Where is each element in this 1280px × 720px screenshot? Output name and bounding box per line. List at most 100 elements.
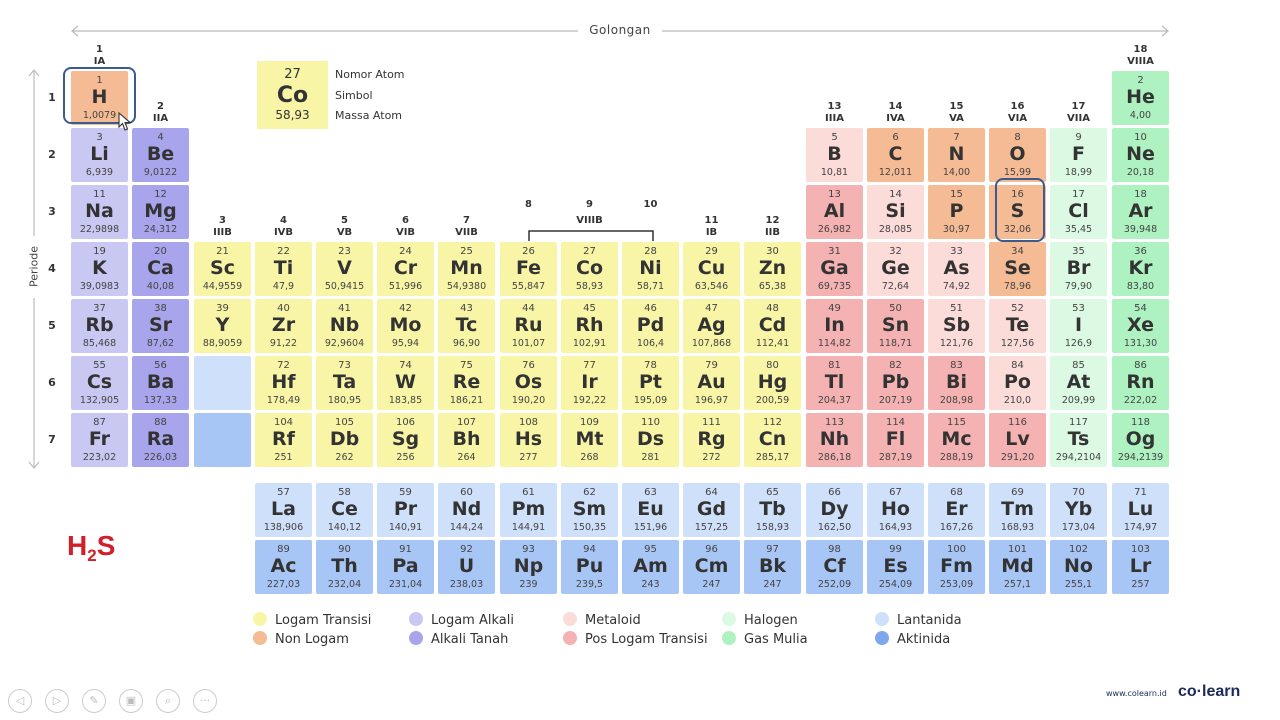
element-cell-os[interactable]: 76 Os 190,20 <box>500 356 557 410</box>
element-cell-rg[interactable]: 111 Rg 272 <box>683 413 740 467</box>
element-cell-sb[interactable]: 51 Sb 121,76 <box>928 299 985 353</box>
element-cell-cm[interactable]: 96 Cm 247 <box>683 540 740 594</box>
element-cell-mt[interactable]: 109 Mt 268 <box>561 413 618 467</box>
prev-icon[interactable]: ◁ <box>8 689 32 713</box>
element-cell-ir[interactable]: 77 Ir 192,22 <box>561 356 618 410</box>
element-cell-pm[interactable]: 61 Pm 144,91 <box>500 483 557 537</box>
more-icon[interactable]: ··· <box>193 689 217 713</box>
element-cell-o[interactable]: 8 O 15,99 <box>989 128 1046 182</box>
element-cell-mc[interactable]: 115 Mc 288,19 <box>928 413 985 467</box>
element-cell-in[interactable]: 49 In 114,82 <box>806 299 863 353</box>
element-cell-tc[interactable]: 43 Tc 96,90 <box>438 299 495 353</box>
element-cell-hs[interactable]: 108 Hs 277 <box>500 413 557 467</box>
element-cell-bh[interactable]: 107 Bh 264 <box>438 413 495 467</box>
element-cell-at[interactable]: 85 At 209,99 <box>1050 356 1107 410</box>
element-cell-s[interactable]: 16 S 32,06 <box>989 185 1046 239</box>
element-cell-bi[interactable]: 83 Bi 208,98 <box>928 356 985 410</box>
element-cell-u[interactable]: 92 U 238,03 <box>438 540 495 594</box>
element-cell-na[interactable]: 11 Na 22,9898 <box>71 185 128 239</box>
element-cell-nh[interactable]: 113 Nh 286,18 <box>806 413 863 467</box>
element-cell-zr[interactable]: 40 Zr 91,22 <box>255 299 312 353</box>
element-cell-fr[interactable]: 87 Fr 223,02 <box>71 413 128 467</box>
element-cell-cn[interactable]: 112 Cn 285,17 <box>744 413 801 467</box>
element-cell-co[interactable]: 27 Co 58,93 <box>561 242 618 296</box>
element-cell-md[interactable]: 101 Md 257,1 <box>989 540 1046 594</box>
element-cell-cr[interactable]: 24 Cr 51,996 <box>377 242 434 296</box>
element-cell-fl[interactable]: 114 Fl 287,19 <box>867 413 924 467</box>
footer-url[interactable]: www.colearn.id <box>1106 689 1167 698</box>
element-cell-fm[interactable]: 100 Fm 253,09 <box>928 540 985 594</box>
element-cell-xe[interactable]: 54 Xe 131,30 <box>1112 299 1169 353</box>
slides-icon[interactable]: ▣ <box>119 689 143 713</box>
element-cell-nb[interactable]: 41 Nb 92,9604 <box>316 299 373 353</box>
element-cell-si[interactable]: 14 Si 28,085 <box>867 185 924 239</box>
element-cell-lv[interactable]: 116 Lv 291,20 <box>989 413 1046 467</box>
element-cell-se[interactable]: 34 Se 78,96 <box>989 242 1046 296</box>
element-cell-lu[interactable]: 71 Lu 174,97 <box>1112 483 1169 537</box>
element-cell-p[interactable]: 15 P 30,97 <box>928 185 985 239</box>
element-cell-ar[interactable]: 18 Ar 39,948 <box>1112 185 1169 239</box>
element-cell-hg[interactable]: 80 Hg 200,59 <box>744 356 801 410</box>
element-cell-ta[interactable]: 73 Ta 180,95 <box>316 356 373 410</box>
element-cell-pb[interactable]: 82 Pb 207,19 <box>867 356 924 410</box>
element-cell-re[interactable]: 75 Re 186,21 <box>438 356 495 410</box>
element-cell-ce[interactable]: 58 Ce 140,12 <box>316 483 373 537</box>
element-cell-ru[interactable]: 44 Ru 101,07 <box>500 299 557 353</box>
element-cell-la[interactable]: 57 La 138,906 <box>255 483 312 537</box>
element-cell-as[interactable]: 33 As 74,92 <box>928 242 985 296</box>
element-cell-he[interactable]: 2 He 4,00 <box>1112 71 1169 125</box>
element-cell-er[interactable]: 68 Er 167,26 <box>928 483 985 537</box>
element-cell-dy[interactable]: 66 Dy 162,50 <box>806 483 863 537</box>
element-cell-yb[interactable]: 70 Yb 173,04 <box>1050 483 1107 537</box>
element-cell-c[interactable]: 6 C 12,011 <box>867 128 924 182</box>
element-cell-sn[interactable]: 50 Sn 118,71 <box>867 299 924 353</box>
zoom-icon[interactable]: ⌕ <box>156 689 180 713</box>
element-cell-cf[interactable]: 98 Cf 252,09 <box>806 540 863 594</box>
element-cell-nd[interactable]: 60 Nd 144,24 <box>438 483 495 537</box>
element-cell-th[interactable]: 90 Th 232,04 <box>316 540 373 594</box>
element-cell-po[interactable]: 84 Po 210,0 <box>989 356 1046 410</box>
element-cell-ra[interactable]: 88 Ra 226,03 <box>132 413 189 467</box>
element-cell-ti[interactable]: 22 Ti 47,9 <box>255 242 312 296</box>
element-cell-pr[interactable]: 59 Pr 140,91 <box>377 483 434 537</box>
element-cell-ts[interactable]: 117 Ts 294,2104 <box>1050 413 1107 467</box>
element-cell-sg[interactable]: 106 Sg 256 <box>377 413 434 467</box>
element-cell-f[interactable]: 9 F 18,99 <box>1050 128 1107 182</box>
element-cell-eu[interactable]: 63 Eu 151,96 <box>622 483 679 537</box>
element-cell-ds[interactable]: 110 Ds 281 <box>622 413 679 467</box>
element-cell-am[interactable]: 95 Am 243 <box>622 540 679 594</box>
element-cell-y[interactable]: 39 Y 88,9059 <box>194 299 251 353</box>
element-cell-bk[interactable]: 97 Bk 247 <box>744 540 801 594</box>
element-cell-ge[interactable]: 32 Ge 72,64 <box>867 242 924 296</box>
element-cell-np[interactable]: 93 Np 239 <box>500 540 557 594</box>
element-cell-be[interactable]: 4 Be 9,0122 <box>132 128 189 182</box>
element-cell-tb[interactable]: 65 Tb 158,93 <box>744 483 801 537</box>
element-cell-sc[interactable]: 21 Sc 44,9559 <box>194 242 251 296</box>
element-cell-og[interactable]: 118 Og 294,2139 <box>1112 413 1169 467</box>
element-cell-w[interactable]: 74 W 183,85 <box>377 356 434 410</box>
pen-icon[interactable]: ✎ <box>82 689 106 713</box>
element-cell-ne[interactable]: 10 Ne 20,18 <box>1112 128 1169 182</box>
element-cell-rb[interactable]: 37 Rb 85,468 <box>71 299 128 353</box>
element-cell-pu[interactable]: 94 Pu 239,5 <box>561 540 618 594</box>
element-cell-n[interactable]: 7 N 14,00 <box>928 128 985 182</box>
element-cell-ag[interactable]: 47 Ag 107,868 <box>683 299 740 353</box>
element-cell-i[interactable]: 53 I 126,9 <box>1050 299 1107 353</box>
element-cell-rh[interactable]: 45 Rh 102,91 <box>561 299 618 353</box>
element-cell-rn[interactable]: 86 Rn 222,02 <box>1112 356 1169 410</box>
element-cell-b[interactable]: 5 B 10,81 <box>806 128 863 182</box>
element-cell-lr[interactable]: 103 Lr 257 <box>1112 540 1169 594</box>
element-cell-cd[interactable]: 48 Cd 112,41 <box>744 299 801 353</box>
element-cell-li[interactable]: 3 Li 6,939 <box>71 128 128 182</box>
element-cell-zn[interactable]: 30 Zn 65,38 <box>744 242 801 296</box>
element-cell-k[interactable]: 19 K 39,0983 <box>71 242 128 296</box>
element-cell-ho[interactable]: 67 Ho 164,93 <box>867 483 924 537</box>
element-cell-cl[interactable]: 17 Cl 35,45 <box>1050 185 1107 239</box>
element-cell-mg[interactable]: 12 Mg 24,312 <box>132 185 189 239</box>
element-cell-es[interactable]: 99 Es 254,09 <box>867 540 924 594</box>
element-cell-mo[interactable]: 42 Mo 95,94 <box>377 299 434 353</box>
element-cell-ga[interactable]: 31 Ga 69,735 <box>806 242 863 296</box>
element-cell-ni[interactable]: 28 Ni 58,71 <box>622 242 679 296</box>
element-cell-rf[interactable]: 104 Rf 251 <box>255 413 312 467</box>
element-cell-cu[interactable]: 29 Cu 63,546 <box>683 242 740 296</box>
